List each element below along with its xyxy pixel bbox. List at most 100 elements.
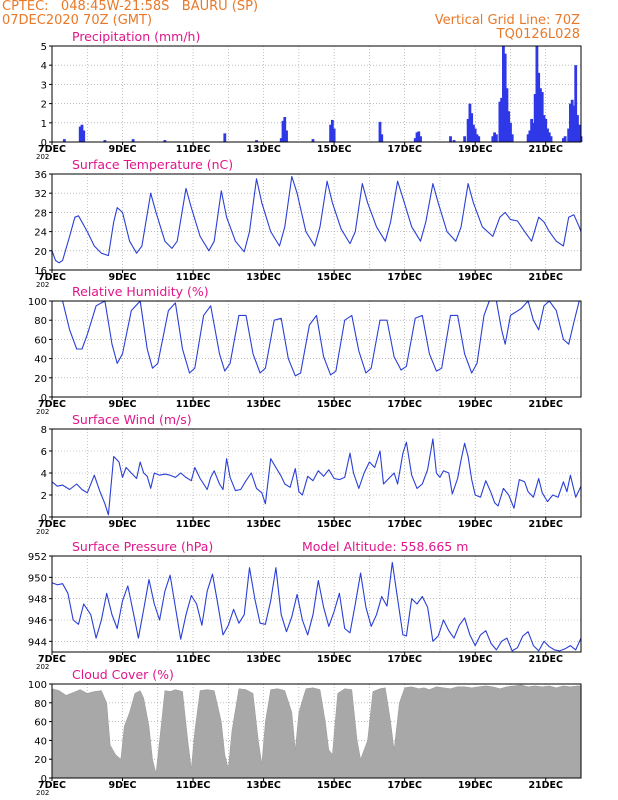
x-tick-label: 21DEC bbox=[528, 144, 563, 155]
precip-bar bbox=[223, 133, 227, 142]
y-tick-label: 100 bbox=[28, 297, 47, 308]
x-tick-label: 11DEC bbox=[176, 519, 211, 530]
precip-bar bbox=[470, 113, 474, 142]
precip-bar bbox=[528, 130, 532, 142]
precip-bar bbox=[491, 136, 495, 142]
precip-bar bbox=[82, 130, 86, 142]
x-tick-label: 19DEC bbox=[458, 654, 493, 665]
x-tick-label: 15DEC bbox=[317, 399, 352, 410]
precip-bar bbox=[537, 72, 541, 142]
year-fragment-label: 202 bbox=[36, 153, 49, 161]
precip-bar bbox=[477, 136, 481, 142]
precip-bar bbox=[572, 105, 576, 142]
precip-bar bbox=[279, 138, 283, 142]
precip-bar bbox=[561, 138, 565, 142]
x-tick-label: 15DEC bbox=[317, 780, 352, 791]
precip-bar bbox=[567, 128, 571, 142]
y-tick-label: 948 bbox=[28, 595, 47, 606]
precip-bar bbox=[419, 136, 422, 142]
precip-bar bbox=[493, 132, 496, 142]
precip-bar bbox=[542, 115, 546, 142]
x-tick-label: 11DEC bbox=[176, 272, 211, 283]
precip-bar bbox=[163, 140, 167, 142]
y-tick-label: 6 bbox=[41, 447, 47, 458]
precip-bar bbox=[329, 124, 333, 142]
y-tick-label: 60 bbox=[34, 718, 47, 729]
x-tick-label: 11DEC bbox=[176, 654, 211, 665]
year-fragment-label: 202 bbox=[36, 408, 49, 416]
x-tick-label: 9DEC bbox=[109, 654, 137, 665]
y-tick-label: 3 bbox=[41, 80, 47, 91]
y-tick-label: 0 bbox=[41, 513, 47, 524]
panel-frame bbox=[51, 45, 582, 143]
y-tick-label: 944 bbox=[28, 637, 47, 648]
x-tick-label: 21DEC bbox=[528, 780, 563, 791]
panel-annotation: Model Altitude: 558.665 m bbox=[302, 539, 468, 554]
panel-frame bbox=[51, 555, 582, 653]
precip-bar bbox=[570, 99, 574, 142]
init-time-label: 07DEC2020 70Z (GMT) bbox=[2, 13, 153, 28]
precip-bar bbox=[503, 53, 507, 142]
x-tick-label: 9DEC bbox=[109, 272, 137, 283]
x-tick-label: 7DEC bbox=[38, 272, 66, 283]
x-tick-label: 7DEC bbox=[38, 654, 66, 665]
x-tick-label: 19DEC bbox=[458, 144, 493, 155]
x-tick-label: 7DEC bbox=[38, 519, 66, 530]
year-fragment-label: 202 bbox=[36, 789, 49, 797]
y-tick-label: 20 bbox=[34, 755, 47, 766]
y-tick-label: 2 bbox=[41, 491, 47, 502]
precip-bar bbox=[413, 138, 417, 142]
y-tick-label: 20 bbox=[34, 374, 47, 385]
precip-bar bbox=[540, 92, 544, 142]
x-tick-label: 15DEC bbox=[317, 272, 352, 283]
x-tick-label: 13DEC bbox=[246, 144, 281, 155]
year-fragment-label: 202 bbox=[36, 528, 49, 536]
precip-bar bbox=[283, 117, 287, 142]
precip-bar bbox=[131, 139, 135, 142]
x-tick-label: 13DEC bbox=[246, 272, 281, 283]
x-tick-label: 17DEC bbox=[387, 144, 422, 155]
year-fragment-label: 202 bbox=[36, 663, 49, 671]
x-tick-label: 21DEC bbox=[528, 519, 563, 530]
y-tick-label: 24 bbox=[34, 228, 47, 239]
y-tick-label: 5 bbox=[41, 42, 47, 53]
y-tick-label: 0 bbox=[41, 138, 47, 149]
x-tick-label: 17DEC bbox=[387, 780, 422, 791]
panel-title: Surface Wind (m/s) bbox=[72, 412, 192, 427]
precip-bar bbox=[530, 118, 534, 142]
y-tick-label: 0 bbox=[41, 393, 47, 404]
x-tick-label: 13DEC bbox=[246, 399, 281, 410]
precip-bar bbox=[526, 134, 530, 142]
precip-bar bbox=[475, 134, 479, 142]
series-line bbox=[51, 561, 582, 652]
panel-frame bbox=[51, 683, 582, 779]
x-tick-label: 13DEC bbox=[246, 780, 281, 791]
x-tick-label: 19DEC bbox=[458, 519, 493, 530]
panel-frame bbox=[51, 300, 582, 398]
x-tick-label: 9DEC bbox=[109, 399, 137, 410]
y-tick-label: 1 bbox=[41, 119, 47, 130]
precip-bar bbox=[574, 65, 578, 142]
x-tick-label: 19DEC bbox=[458, 272, 493, 283]
y-tick-label: 28 bbox=[34, 208, 47, 219]
precip-bar bbox=[576, 115, 579, 142]
y-tick-label: 16 bbox=[34, 266, 47, 277]
x-tick-label: 13DEC bbox=[246, 654, 281, 665]
precip-bar bbox=[569, 103, 572, 142]
precip-bar bbox=[78, 126, 82, 142]
precip-bar bbox=[509, 122, 512, 142]
precip-bar bbox=[255, 140, 258, 142]
precip-bar bbox=[546, 128, 549, 142]
year-fragment-label: 202 bbox=[36, 281, 49, 289]
y-tick-label: 60 bbox=[34, 335, 47, 346]
y-tick-label: 4 bbox=[41, 61, 47, 72]
cloud-cover-area bbox=[51, 684, 582, 779]
series-line bbox=[51, 438, 582, 516]
panel-title: Surface Pressure (hPa) bbox=[72, 539, 213, 554]
x-tick-label: 11DEC bbox=[176, 780, 211, 791]
model-id-label: TQ0126L028 bbox=[496, 27, 580, 42]
precip-bar bbox=[505, 88, 509, 142]
panel-title: Relative Humidity (%) bbox=[72, 284, 209, 299]
series-line bbox=[51, 175, 582, 264]
y-tick-label: 4 bbox=[41, 469, 47, 480]
